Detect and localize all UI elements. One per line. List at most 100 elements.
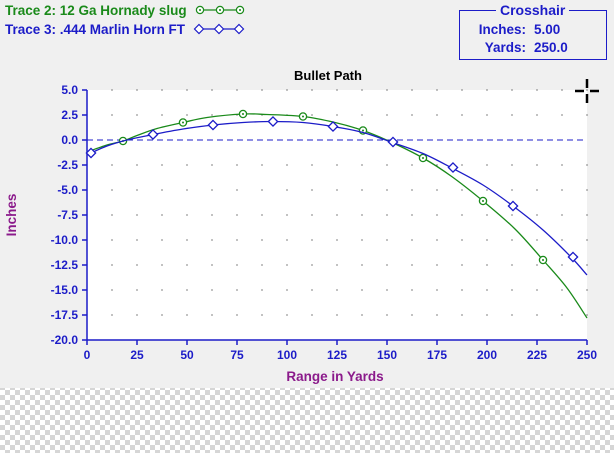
grid-dot [461, 189, 463, 191]
grid-dot [186, 89, 188, 91]
grid-dot [411, 89, 413, 91]
grid-dot [361, 214, 363, 216]
grid-dot [236, 214, 238, 216]
grid-dot [111, 314, 113, 316]
y-tick-label: -20.0 [51, 333, 79, 347]
grid-dot [136, 189, 138, 191]
grid-dot [436, 89, 438, 91]
series-2-point [447, 161, 459, 174]
legend-trace-2[interactable]: Trace 2: 12 Ga Hornady slug [5, 2, 246, 20]
bullet-path-chart[interactable]: 5.0 2.5 0.0 -2.5 -5.0 -7.5 -10.0 -12.5 -15.0 -17.… [0, 0, 614, 388]
x-tick-label: 125 [327, 348, 347, 362]
grid-dot [261, 214, 263, 216]
x-tick-label: 75 [230, 348, 244, 362]
grid-dot [411, 164, 413, 166]
grid-dot [286, 289, 288, 291]
grid-dot [511, 289, 513, 291]
grid-dot [261, 239, 263, 241]
grid-dot [211, 239, 213, 241]
grid-dot [386, 264, 388, 266]
grid-dot [361, 114, 363, 116]
x-tick-label: 200 [477, 348, 497, 362]
grid-dot [536, 214, 538, 216]
grid-dot [111, 214, 113, 216]
grid-dot [436, 114, 438, 116]
grid-dot [161, 114, 163, 116]
series-2-point [267, 115, 279, 128]
grid-dot [411, 214, 413, 216]
grid-dot [386, 214, 388, 216]
grid-dot [311, 289, 313, 291]
grid-dot [111, 264, 113, 266]
grid-dot [136, 264, 138, 266]
y-tick-label: -2.5 [57, 158, 78, 172]
x-tick-label: 225 [527, 348, 547, 362]
grid-dot [436, 239, 438, 241]
grid-dot [311, 314, 313, 316]
series-2-point [567, 251, 579, 263]
grid-dot [361, 189, 363, 191]
grid-dot [561, 114, 563, 116]
y-tick-label: -15.0 [51, 283, 79, 297]
grid-dot [461, 89, 463, 91]
grid-dot [511, 164, 513, 166]
grid-dot [561, 264, 563, 266]
grid [111, 89, 588, 316]
grid-dot [161, 264, 163, 266]
chart-panel: Trace 2: 12 Ga Hornady slug Trace 3: .44… [0, 0, 614, 388]
grid-dot [136, 314, 138, 316]
series-1-point-center [362, 129, 364, 132]
grid-dot [536, 189, 538, 191]
grid-dot [136, 164, 138, 166]
grid-dot [461, 314, 463, 316]
grid-dot [186, 314, 188, 316]
legend-circle-marker-icon [196, 6, 245, 15]
grid-dot [511, 214, 513, 216]
crosshair-yards-label: Yards: [484, 40, 526, 55]
grid-dot [286, 264, 288, 266]
grid-dot [186, 289, 188, 291]
legend-diamond-marker-icon [193, 24, 245, 35]
series-1-point-center [422, 157, 424, 159]
grid-dot [461, 114, 463, 116]
grid-dot [236, 164, 238, 166]
grid-dot [261, 264, 263, 266]
grid-dot [411, 314, 413, 316]
grid-dot [161, 214, 163, 216]
y-axis-label: Inches [4, 194, 19, 237]
grid-dot [536, 289, 538, 291]
grid-dot [136, 214, 138, 216]
grid-dot [236, 189, 238, 191]
grid-dot [336, 214, 338, 216]
series-2-point [387, 136, 399, 148]
series-line-1 [86, 113, 588, 319]
series-1-point-center [542, 259, 544, 261]
grid-dot [586, 214, 588, 216]
grid-dot [336, 89, 338, 91]
grid-dot [536, 239, 538, 241]
grid-dot [461, 264, 463, 266]
grid-dot [536, 89, 538, 91]
grid-dot [486, 89, 488, 91]
grid-dot [161, 314, 163, 316]
grid-dot [536, 314, 538, 316]
grid-dot [486, 164, 488, 166]
grid-dot [561, 214, 563, 216]
crosshair-icon[interactable] [575, 79, 599, 103]
grid-dot [436, 314, 438, 316]
grid-dot [336, 264, 338, 266]
grid-dot [436, 289, 438, 291]
series-1-point-center [302, 115, 304, 118]
grid-dot [161, 239, 163, 241]
grid-dot [486, 264, 488, 266]
grid-dot [136, 114, 138, 116]
x-tick-label: 50 [180, 348, 194, 362]
grid-dot [436, 164, 438, 166]
grid-dot [486, 239, 488, 241]
legend-trace-3[interactable]: Trace 3: .444 Marlin Horn FT [5, 21, 245, 39]
grid-dot [111, 239, 113, 241]
legend-trace-3-label: Trace 3: .444 Marlin Horn FT [5, 21, 186, 37]
grid-dot [311, 214, 313, 216]
grid-dot [386, 289, 388, 291]
grid-dot [561, 189, 563, 191]
